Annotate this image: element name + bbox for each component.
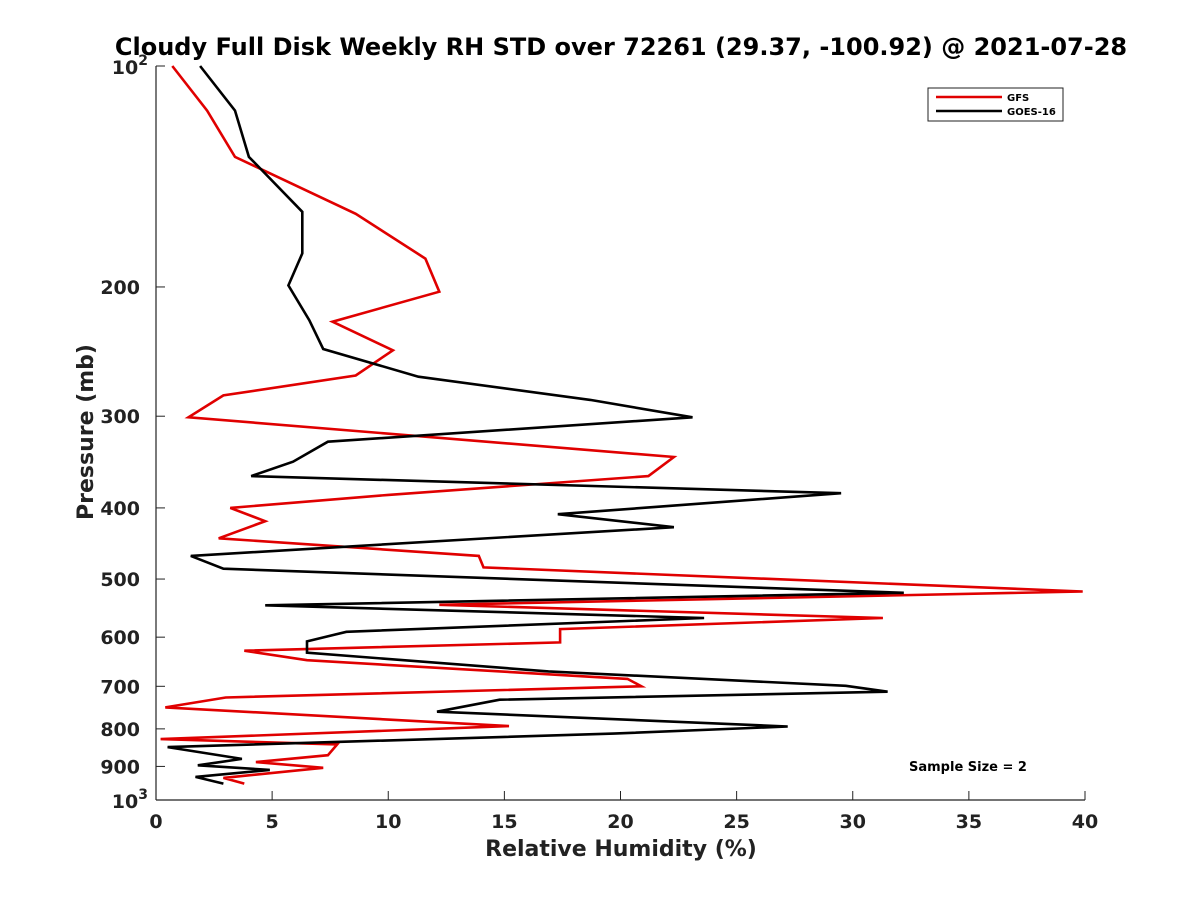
x-tick-label: 20: [607, 811, 633, 833]
x-axis-label: Relative Humidity (%): [485, 837, 757, 862]
y-tick-label: 900: [100, 756, 140, 778]
x-tick-label: 35: [956, 811, 982, 833]
legend-label: GFS: [1007, 93, 1029, 104]
series-line-goes-16: [167, 65, 904, 785]
axes: 0 5 10 15 20 25 30 35 40102200300400500600700800…: [100, 53, 1098, 833]
x-tick-label: 30: [840, 811, 866, 833]
y-tick-exponent: 3: [138, 787, 148, 803]
x-tick-label: 10: [375, 811, 401, 833]
y-tick-label: 500: [100, 569, 140, 591]
chart-title: Cloudy Full Disk Weekly RH STD over 7226…: [115, 33, 1127, 61]
y-tick-label: 800: [100, 719, 140, 741]
y-tick-label: 400: [100, 498, 140, 520]
y-tick-base: 10: [112, 791, 138, 813]
series-line-gfs: [160, 65, 1083, 785]
y-tick-base: 10: [112, 57, 138, 79]
legend-box: [927, 87, 1064, 122]
y-tick-label: 103: [112, 787, 148, 813]
y-tick-label: 102: [112, 53, 148, 79]
x-tick-label: 40: [1072, 811, 1098, 833]
x-tick-label: 5: [266, 811, 279, 833]
series-lines: [160, 65, 1083, 785]
legend: GFS GOES-16: [927, 87, 1064, 122]
y-tick-label: 700: [100, 676, 140, 698]
y-tick-exponent: 2: [138, 53, 148, 69]
x-tick-label: 15: [491, 811, 517, 833]
y-tick-label: 600: [100, 627, 140, 649]
y-axis-label: Pressure (mb): [74, 344, 99, 520]
legend-label: GOES-16: [1007, 107, 1056, 118]
x-tick-label: 25: [723, 811, 749, 833]
y-tick-label: 200: [100, 277, 140, 299]
sample-size-annotation: Sample Size = 2: [909, 760, 1027, 775]
y-tick-label: 300: [100, 406, 140, 428]
x-tick-label: 0: [149, 811, 162, 833]
